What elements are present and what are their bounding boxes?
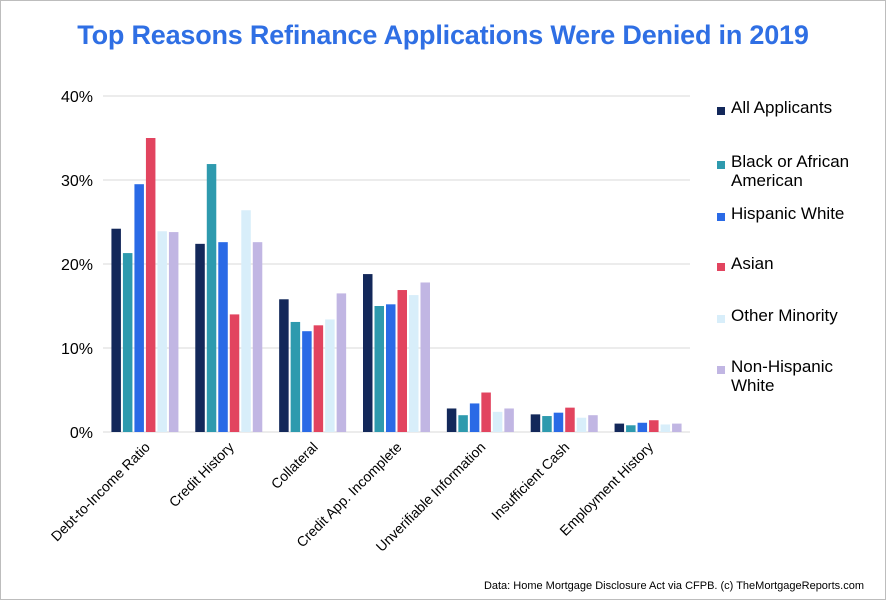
y-tick-label: 30% (61, 173, 93, 190)
bar (145, 138, 156, 432)
bar (302, 331, 312, 432)
bar (672, 423, 682, 432)
bar (363, 274, 373, 432)
bar (122, 253, 133, 432)
x-tick-label: Employment History (556, 439, 656, 539)
bars (111, 138, 682, 433)
bar (195, 243, 205, 432)
bar (637, 422, 648, 432)
bar (553, 412, 564, 432)
legend-label: Non-Hispanic White (731, 357, 834, 395)
legend-swatch (717, 161, 725, 169)
bar (229, 314, 240, 432)
bar (626, 425, 636, 432)
x-tick-label: Debt-to-Income Ratio (48, 439, 154, 545)
bar (576, 417, 587, 432)
y-tick-label: 0% (70, 425, 93, 442)
bar (446, 408, 457, 432)
bar (409, 295, 419, 432)
bar (279, 299, 289, 432)
bar (134, 184, 144, 432)
bar (420, 282, 430, 432)
legend-swatch (717, 366, 725, 374)
bar (336, 293, 347, 432)
bar (241, 210, 251, 432)
legend-item: Non-Hispanic White (717, 357, 871, 395)
legend-item: Black or African American (717, 152, 871, 190)
legend-label: Other Minority (731, 306, 838, 325)
bar (481, 392, 491, 432)
bar (458, 415, 468, 432)
source-note: Data: Home Mortgage Disclosure Act via C… (483, 580, 864, 592)
legend-label: Asian (731, 254, 774, 273)
bar (206, 164, 217, 433)
bar (469, 403, 480, 432)
legend-swatch (717, 263, 725, 271)
y-tick-label: 40% (61, 89, 93, 106)
legend-item: Hispanic White (717, 204, 871, 223)
bar (374, 306, 384, 432)
legend-swatch (717, 107, 725, 115)
x-tick-label: Collateral (268, 439, 321, 492)
x-tick-label: Insufficient Cash (488, 439, 572, 523)
legend-item: Asian (717, 254, 871, 273)
legend-swatch (717, 315, 725, 323)
bar (492, 411, 503, 432)
legend-swatch (717, 213, 725, 221)
bar (290, 321, 301, 432)
bar (313, 325, 324, 432)
chart-title: Top Reasons Refinance Applications Were … (77, 20, 809, 50)
bar (565, 407, 575, 432)
bar (397, 290, 407, 432)
legend-label: All Applicants (731, 98, 833, 117)
bar (614, 423, 625, 432)
bar (649, 420, 659, 432)
bar (252, 242, 263, 432)
bar (386, 304, 396, 432)
bar (157, 231, 167, 432)
legend-item: All Applicants (717, 98, 871, 117)
bar (588, 415, 598, 432)
bar (530, 414, 541, 432)
bar (325, 319, 335, 432)
bar (168, 232, 179, 432)
x-axis-tick-labels: Debt-to-Income Ratio Credit History Collat… (48, 439, 657, 555)
legend-label: Black or African American (731, 152, 850, 190)
y-tick-label: 10% (61, 341, 93, 358)
bar (542, 416, 552, 432)
grid-lines (103, 95, 690, 433)
legend-label: Hispanic White (731, 204, 845, 223)
y-tick-label: 20% (61, 257, 93, 274)
bar (111, 228, 121, 432)
bar (504, 408, 514, 432)
legend-item: Other Minority (717, 306, 871, 325)
y-axis-tick-labels: 0% 10% 20% 30% 40% (61, 89, 93, 442)
bar (218, 242, 228, 432)
x-tick-label: Credit History (166, 439, 237, 510)
bar (660, 424, 671, 432)
